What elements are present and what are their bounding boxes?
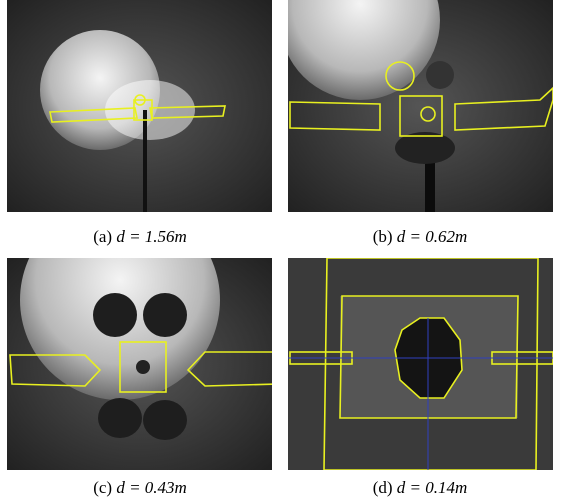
caption-text: d = 0.62m: [397, 227, 468, 246]
caption-text: (d): [373, 478, 393, 497]
caption: (a) d = 1.56m: [93, 227, 187, 246]
caption-text: d = 0.14m: [397, 478, 468, 497]
figure: (a) d = 1.56m (b) d = 0.62m (c) d = 0.43…: [0, 0, 561, 499]
caption: (d) d = 0.14m: [373, 478, 468, 497]
photo-a: [7, 0, 272, 212]
caption-text: d = 1.56m: [116, 227, 187, 246]
caption-text: (a): [93, 227, 112, 246]
caption-text: d = 0.43m: [116, 478, 187, 497]
caption-text: (b): [373, 227, 393, 246]
photo-b: [280, 0, 553, 212]
caption: (b) d = 0.62m: [373, 227, 468, 246]
caption-text: (c): [93, 478, 112, 497]
photo-d: [288, 258, 553, 470]
caption: (c) d = 0.43m: [93, 478, 187, 497]
